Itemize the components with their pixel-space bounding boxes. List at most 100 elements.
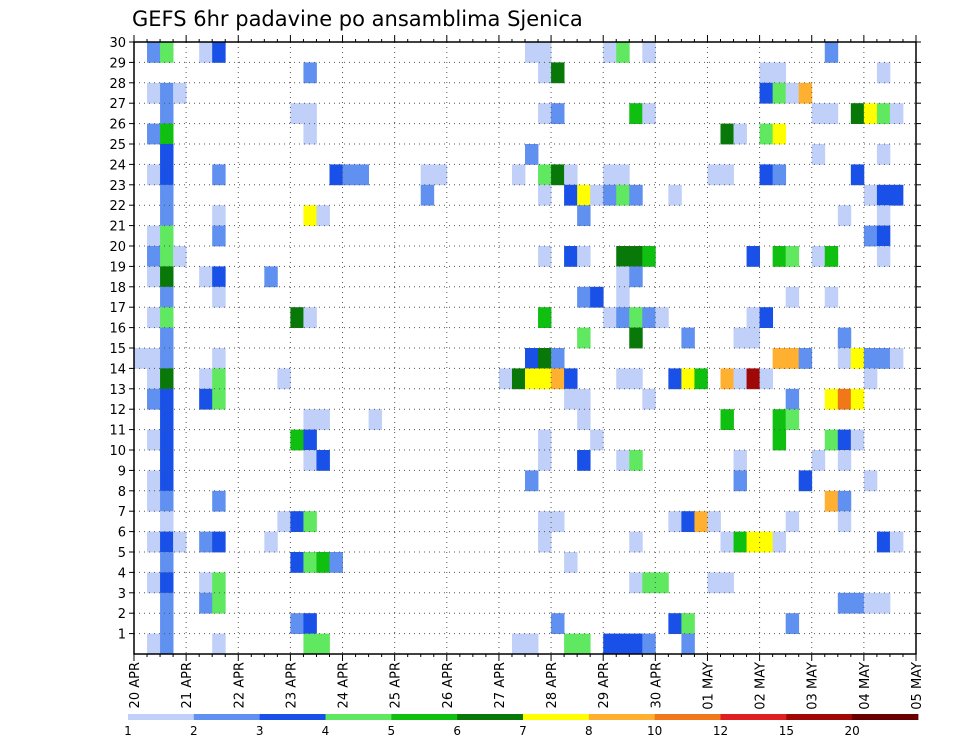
heatmap-cell	[694, 368, 708, 390]
heatmap-cell	[264, 266, 278, 288]
color-legend: 1 2 3 4 5 6 7 8 10 12 15 20	[124, 714, 919, 738]
heatmap-cell	[603, 164, 617, 186]
heatmap-cell	[564, 368, 578, 390]
heatmap-cell	[316, 205, 330, 226]
heatmap-cell	[525, 144, 539, 165]
heatmap-cell	[746, 531, 760, 553]
heatmap-cell	[147, 429, 161, 451]
heatmap-cell	[538, 164, 552, 186]
heatmap-cell	[303, 613, 317, 634]
heatmap-cell	[577, 409, 591, 430]
x-tick-label: 01 MAY	[701, 662, 716, 710]
x-tick-label: 04 MAY	[858, 662, 873, 710]
heatmap-cell	[772, 409, 787, 430]
x-tick-label: 22 APR	[232, 662, 247, 708]
heatmap-cell	[785, 613, 800, 634]
heatmap-cell	[212, 388, 226, 410]
y-tick-label: 15	[109, 342, 126, 357]
heatmap-cell	[538, 368, 552, 390]
heatmap-cell	[759, 368, 774, 390]
heatmap-cell	[772, 123, 787, 145]
heatmap-cell	[889, 103, 904, 124]
y-tick-label: 30	[109, 36, 126, 51]
heatmap-cell	[368, 409, 383, 430]
heatmap-cell	[876, 205, 891, 226]
heatmap-cell	[772, 348, 787, 369]
heatmap-cell	[876, 184, 891, 206]
heatmap-cell	[746, 246, 760, 267]
heatmap-cell	[160, 490, 174, 512]
legend-label: 7	[519, 724, 527, 738]
heatmap-cell	[811, 450, 826, 471]
heatmap-cell	[290, 429, 304, 451]
heatmap-cell	[551, 62, 565, 84]
legend-label: 10	[647, 724, 662, 738]
heatmap-cell	[876, 225, 891, 247]
heatmap-cell	[785, 286, 800, 308]
y-tick-label: 5	[118, 546, 126, 561]
heatmap-cell	[850, 164, 865, 186]
heatmap-cell	[733, 123, 747, 145]
legend-label: 12	[713, 724, 728, 738]
heatmap-cell	[160, 470, 174, 492]
y-tick-label: 20	[109, 240, 126, 255]
heatmap-cell	[551, 164, 565, 186]
heatmap-cell	[603, 42, 617, 63]
heatmap-cell	[525, 368, 539, 390]
heatmap-cell	[577, 246, 591, 267]
heatmap-cell	[316, 552, 330, 573]
x-tick-label: 30 APR	[649, 662, 664, 708]
heatmap-cell	[590, 184, 604, 206]
heatmap-cell	[160, 164, 174, 186]
heatmap-cell	[759, 123, 774, 145]
heatmap-cell	[147, 531, 161, 553]
heatmap-cell	[824, 286, 839, 308]
heatmap-cell	[173, 531, 187, 553]
legend-swatch	[654, 714, 721, 720]
heatmap-cell	[160, 633, 174, 655]
heatmap-cell	[759, 531, 774, 553]
y-tick-label: 24	[109, 158, 126, 173]
heatmap-cell	[590, 429, 604, 451]
heatmap-cell	[616, 368, 630, 390]
heatmap-cell	[798, 82, 813, 104]
heatmap-cell	[577, 450, 591, 471]
heatmap-cell	[616, 42, 630, 63]
heatmap-cell	[303, 62, 317, 84]
x-tick-label: 23 APR	[284, 662, 299, 708]
heatmap-cell	[837, 388, 852, 410]
y-tick-label: 27	[109, 97, 126, 112]
heatmap-cell	[642, 388, 656, 410]
heatmap-cell	[863, 348, 878, 369]
heatmap-cell	[720, 164, 734, 186]
heatmap-cell	[160, 307, 174, 328]
heatmap-cell	[616, 246, 630, 267]
heatmap-cell	[303, 409, 317, 430]
heatmap-cell	[160, 348, 174, 369]
heatmap-cell	[134, 348, 148, 369]
heatmap-cell	[863, 225, 878, 247]
legend-swatch	[259, 714, 326, 720]
heatmap-cell	[850, 592, 865, 614]
heatmap-cell	[147, 266, 161, 288]
heatmap-cell	[147, 246, 161, 267]
y-tick-label: 1	[118, 628, 126, 643]
heatmap-cell	[525, 42, 539, 63]
heatmap-cell	[577, 327, 591, 349]
heatmap-cell	[707, 511, 721, 532]
heatmap-cell	[160, 429, 174, 451]
heatmap-cell	[212, 592, 226, 614]
heatmap-cell	[160, 531, 174, 553]
y-tick-label: 10	[109, 444, 126, 459]
heatmap-cell	[616, 184, 630, 206]
heatmap-cell	[538, 103, 552, 124]
heatmap-cell	[173, 246, 187, 267]
heatmap-cell	[824, 246, 839, 267]
legend-swatch	[523, 714, 590, 720]
y-tick-label: 4	[118, 566, 126, 581]
heatmap-cell	[147, 572, 161, 594]
x-tick-label: 20 APR	[128, 662, 143, 708]
heatmap-cell	[629, 572, 643, 594]
heatmap-cell	[616, 286, 630, 308]
